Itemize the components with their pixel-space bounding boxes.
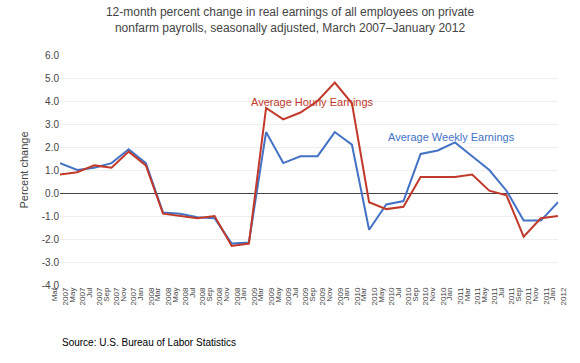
svg-text:Sep2010: Sep2010 (411, 287, 430, 305)
svg-text:-1.0: -1.0 (42, 211, 60, 222)
svg-text:Jan2010: Jan2010 (342, 287, 361, 305)
svg-text:Mar2007: Mar2007 (50, 287, 69, 305)
svg-text:4.0: 4.0 (45, 96, 59, 107)
svg-text:Nov2007: Nov2007 (119, 287, 138, 305)
svg-text:Jan2009: Jan2009 (239, 287, 258, 305)
svg-text:12-month percent change in rea: 12-month percent change in real earnings… (106, 5, 475, 35)
svg-text:Jan2008: Jan2008 (136, 287, 155, 305)
svg-text:May2009: May2009 (274, 287, 293, 305)
svg-text:Mar2010: Mar2010 (360, 287, 379, 305)
svg-text:Average Hourly Earnings: Average Hourly Earnings (251, 96, 374, 108)
svg-text:Nov2009: Nov2009 (325, 287, 344, 305)
svg-text:-4.0: -4.0 (42, 280, 60, 291)
svg-text:0.0: 0.0 (45, 188, 59, 199)
svg-text:Mar2008: Mar2008 (153, 287, 172, 305)
svg-text:Sep2008: Sep2008 (205, 287, 224, 305)
svg-text:May2011: May2011 (480, 287, 499, 305)
svg-text:Jan2012: Jan2012 (548, 287, 567, 305)
svg-text:Jul2011: Jul2011 (497, 287, 516, 305)
svg-text:Sep2011: Sep2011 (514, 287, 533, 305)
svg-text:May2008: May2008 (171, 287, 190, 305)
svg-text:5.0: 5.0 (45, 73, 59, 84)
svg-text:3.0: 3.0 (45, 119, 59, 130)
svg-text:Mar2011: Mar2011 (463, 287, 482, 305)
svg-text:-3.0: -3.0 (42, 257, 60, 268)
svg-text:Sep2009: Sep2009 (308, 287, 327, 305)
svg-text:Jul2008: Jul2008 (188, 287, 207, 305)
svg-text:Jul2009: Jul2009 (291, 287, 310, 305)
svg-text:-2.0: -2.0 (42, 234, 60, 245)
svg-text:1.0: 1.0 (45, 165, 59, 176)
svg-text:Average Weekly Earnings: Average Weekly Earnings (388, 131, 515, 143)
svg-text:Mar2009: Mar2009 (256, 287, 275, 305)
svg-text:Nov2010: Nov2010 (428, 287, 447, 305)
svg-text:Sep2007: Sep2007 (102, 287, 121, 305)
svg-text:Jul2007: Jul2007 (85, 287, 104, 305)
svg-text:May2010: May2010 (377, 287, 396, 305)
svg-text:May2007: May2007 (68, 287, 87, 305)
svg-text:6.0: 6.0 (45, 50, 59, 61)
svg-text:Jan2011: Jan2011 (445, 287, 464, 305)
svg-text:Nov2011: Nov2011 (531, 287, 550, 305)
svg-text:2.0: 2.0 (45, 142, 59, 153)
svg-text:Source: U.S. Bureau of Labor S: Source: U.S. Bureau of Labor Statistics (62, 337, 236, 348)
svg-text:Percent change: Percent change (18, 131, 30, 208)
svg-text:Jul2010: Jul2010 (394, 287, 413, 305)
svg-text:Nov2008: Nov2008 (222, 287, 241, 305)
